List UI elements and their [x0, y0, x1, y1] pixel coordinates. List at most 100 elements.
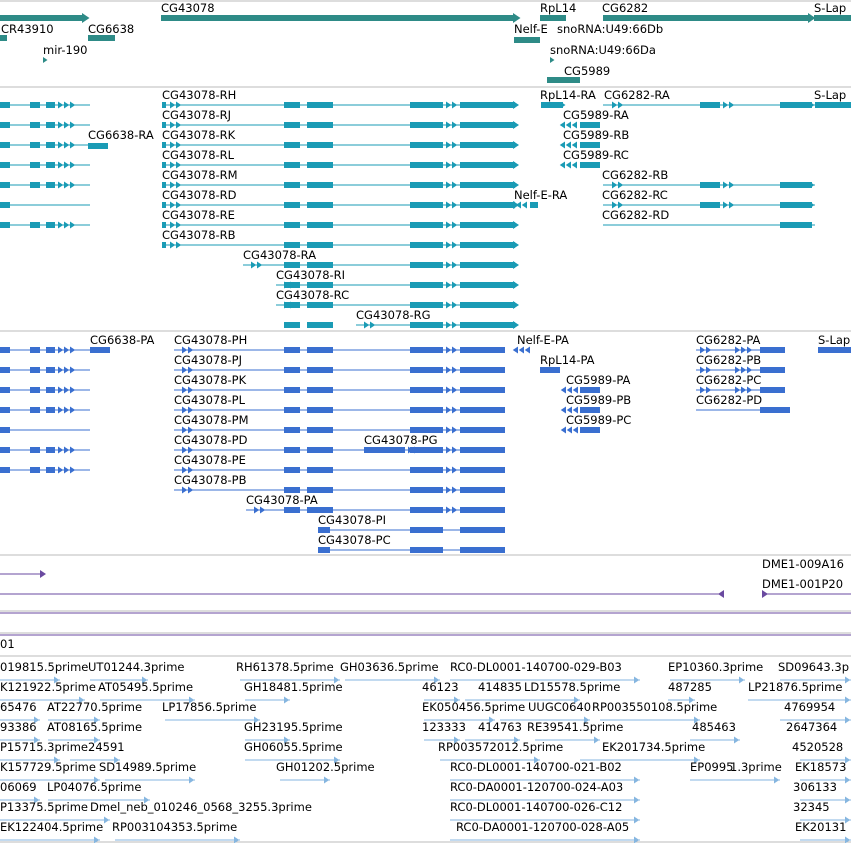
exon-block[interactable] [0, 202, 10, 208]
feature-label[interactable]: CG43078-RB [162, 228, 236, 242]
exon-block[interactable] [307, 322, 333, 328]
feature-label[interactable]: CG5989-PA [566, 373, 631, 387]
exon-block[interactable] [460, 447, 505, 453]
feature-label[interactable]: LP21876.5prime [748, 680, 842, 694]
exon-block[interactable] [0, 15, 84, 21]
exon-block[interactable] [410, 447, 443, 453]
feature-label[interactable]: LP04076.5prime [47, 780, 141, 794]
feature-label[interactable]: CG43078-PE [174, 453, 246, 467]
exon-block[interactable] [410, 322, 443, 328]
exon-block[interactable] [307, 367, 333, 373]
feature-label[interactable]: RC0-DA0001-120700-028-A05 [456, 820, 629, 834]
feature-label[interactable]: CG43078-RC [276, 288, 349, 302]
exon-block[interactable] [0, 407, 10, 413]
exon-block[interactable] [547, 77, 580, 83]
exon-block[interactable] [815, 102, 851, 108]
feature-label[interactable]: CG5989-PC [566, 413, 631, 427]
feature-label[interactable]: RP003550108.5prime [592, 700, 717, 714]
exon-block[interactable] [284, 202, 300, 208]
exon-block[interactable] [580, 142, 600, 148]
feature-label[interactable]: RE39541.5prime [527, 720, 623, 734]
feature-label[interactable]: 123333 [422, 720, 466, 734]
feature-label[interactable]: CG6638-PA [90, 333, 155, 347]
feature-label[interactable]: CG43078-PI [318, 513, 386, 527]
exon-block[interactable] [284, 282, 300, 288]
feature-label[interactable]: CG43078-RM [162, 168, 238, 182]
exon-block[interactable] [162, 162, 166, 168]
exon-block[interactable] [0, 222, 10, 228]
exon-block[interactable] [460, 427, 505, 433]
feature-label[interactable]: K121922.5prime [0, 680, 96, 694]
exon-block[interactable] [284, 487, 300, 493]
exon-block[interactable] [46, 467, 55, 473]
feature-label[interactable]: CG43078-PK [174, 373, 247, 387]
exon-block[interactable] [30, 407, 40, 413]
exon-block[interactable] [410, 527, 443, 533]
exon-block[interactable] [30, 447, 40, 453]
exon-block[interactable] [460, 282, 515, 288]
exon-block[interactable] [307, 122, 333, 128]
feature-label[interactable]: CG43078 [161, 1, 215, 15]
exon-block[interactable] [46, 407, 55, 413]
feature-label[interactable]: DME1-001P20 [762, 577, 843, 591]
feature-label[interactable]: 4520528 [792, 740, 843, 754]
exon-block[interactable] [30, 222, 40, 228]
exon-block[interactable] [410, 347, 443, 353]
exon-block[interactable] [284, 162, 300, 168]
feature-label[interactable]: GH06055.5prime [244, 740, 343, 754]
exon-block[interactable] [284, 122, 300, 128]
exon-block[interactable] [307, 202, 333, 208]
feature-label[interactable]: CG43078-PD [174, 433, 248, 447]
exon-block[interactable] [88, 143, 108, 149]
feature-label[interactable]: CG5989 [564, 64, 610, 78]
feature-label[interactable]: snoRNA:U49:66Da [550, 43, 656, 57]
exon-block[interactable] [30, 467, 40, 473]
exon-block[interactable] [460, 387, 505, 393]
exon-block[interactable] [460, 507, 505, 513]
exon-block[interactable] [460, 142, 515, 148]
exon-block[interactable] [780, 102, 812, 108]
exon-block[interactable] [284, 407, 300, 413]
feature-label[interactable]: EP10360.3prime [668, 660, 763, 674]
exon-block[interactable] [580, 407, 600, 413]
feature-label[interactable]: RpL14 [540, 1, 576, 15]
exon-block[interactable] [0, 467, 10, 473]
exon-block[interactable] [284, 322, 300, 328]
feature-label[interactable]: CG43078-RL [162, 148, 235, 162]
exon-block[interactable] [284, 427, 300, 433]
feature-label[interactable]: RpL14-RA [540, 88, 596, 102]
feature-label[interactable]: AT22770.5prime [47, 700, 142, 714]
exon-block[interactable] [410, 487, 443, 493]
exon-block[interactable] [780, 222, 812, 228]
exon-block[interactable] [0, 35, 7, 41]
feature-label[interactable]: GH03636.5prime [340, 660, 439, 674]
exon-block[interactable] [410, 507, 443, 513]
feature-label[interactable]: CG6282-PC [696, 373, 761, 387]
exon-block[interactable] [162, 122, 166, 128]
feature-label[interactable]: DME1-009A16 [762, 557, 844, 571]
exon-block[interactable] [410, 282, 443, 288]
feature-label[interactable]: LD15578.5prime [524, 680, 620, 694]
feature-label[interactable]: GH23195.5prime [244, 720, 343, 734]
feature-label[interactable]: CG43078-RD [162, 188, 237, 202]
exon-block[interactable] [700, 202, 720, 208]
exon-block[interactable] [30, 162, 40, 168]
exon-block[interactable] [460, 222, 515, 228]
exon-block[interactable] [814, 15, 851, 21]
exon-block[interactable] [780, 202, 812, 208]
feature-label[interactable]: AT08165.5prime [47, 720, 142, 734]
exon-block[interactable] [307, 467, 333, 473]
feature-label[interactable]: CG43078-PC [318, 533, 391, 547]
feature-label[interactable]: 487285 [668, 680, 712, 694]
exon-block[interactable] [460, 162, 515, 168]
feature-label[interactable]: S-Lap [814, 88, 846, 102]
exon-block[interactable] [460, 547, 505, 553]
feature-label[interactable]: 93386 [0, 720, 37, 734]
exon-block[interactable] [580, 122, 600, 128]
exon-block[interactable] [307, 142, 333, 148]
feature-label[interactable]: CG5989-PB [566, 393, 631, 407]
exon-block[interactable] [46, 367, 55, 373]
feature-label[interactable]: CG6282-RB [602, 168, 668, 182]
feature-label[interactable]: 32345 [793, 800, 830, 814]
feature-label[interactable]: RC0-DL0001-140700-021-B02 [450, 760, 622, 774]
